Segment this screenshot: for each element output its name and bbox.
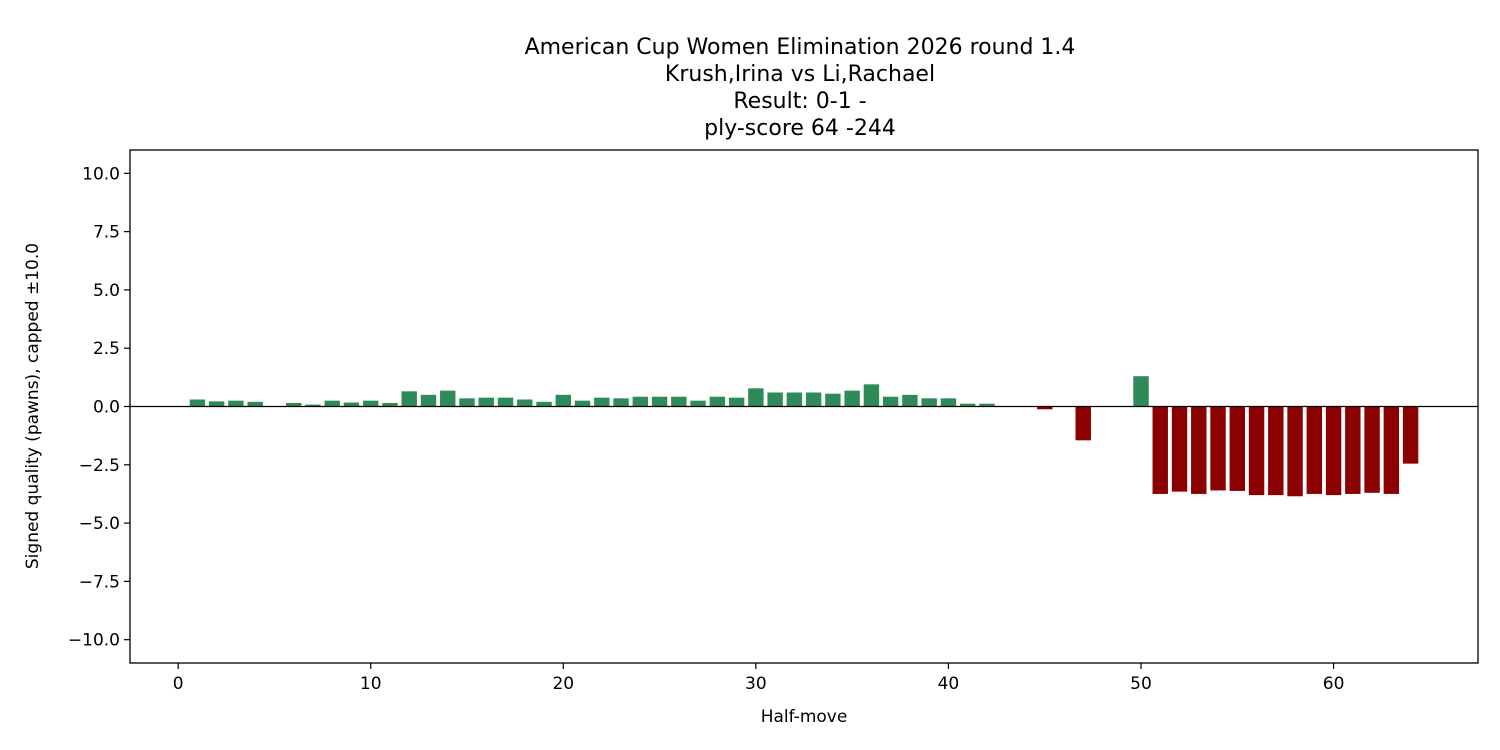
bar-halfmove-55 — [1229, 406, 1245, 491]
bar-halfmove-40 — [940, 398, 957, 407]
x-axis-label: Half-move — [761, 707, 848, 727]
bar-halfmove-32 — [786, 392, 803, 407]
bar-halfmove-19 — [536, 401, 552, 407]
bar-halfmove-51 — [1152, 406, 1168, 494]
bar-halfmove-63 — [1383, 406, 1400, 494]
bar-halfmove-37 — [882, 396, 899, 407]
bar-halfmove-1 — [189, 399, 206, 407]
bar-halfmove-64 — [1402, 406, 1419, 464]
bar-halfmove-31 — [767, 392, 783, 407]
bar-halfmove-45 — [1037, 406, 1053, 410]
bar-halfmove-6 — [285, 403, 302, 407]
bar-halfmove-54 — [1210, 406, 1226, 491]
bar-halfmove-21 — [574, 400, 591, 407]
bar-halfmove-15 — [459, 398, 475, 407]
bar-halfmove-25 — [651, 396, 668, 407]
x-axis-ticks: 0 10 20 30 40 50 60 — [173, 663, 1345, 694]
bar-halfmove-35 — [844, 390, 860, 407]
bar-halfmove-52 — [1171, 406, 1188, 492]
bar-halfmove-47 — [1075, 406, 1091, 441]
y-tick-label: −5.0 — [79, 514, 120, 534]
y-tick-label: 5.0 — [93, 281, 120, 301]
bar-halfmove-27 — [690, 400, 706, 407]
bar-halfmove-61 — [1345, 406, 1361, 494]
x-tick-label: 30 — [745, 674, 767, 694]
bar-halfmove-62 — [1364, 406, 1380, 493]
bar-halfmove-8 — [324, 400, 340, 407]
bar-halfmove-39 — [921, 398, 937, 407]
bar-halfmove-13 — [420, 394, 437, 407]
bar-halfmove-57 — [1268, 406, 1284, 496]
bar-halfmove-59 — [1306, 406, 1323, 494]
bar-halfmove-22 — [594, 397, 610, 407]
x-tick-label: 40 — [938, 674, 960, 694]
bar-halfmove-56 — [1248, 406, 1265, 496]
bar-halfmove-17 — [497, 397, 514, 407]
bar-halfmove-30 — [748, 388, 764, 407]
bar-halfmove-34 — [825, 393, 841, 407]
bar-halfmove-26 — [671, 396, 687, 407]
bar-halfmove-2 — [208, 401, 225, 407]
bar-halfmove-23 — [613, 398, 629, 407]
x-tick-label: 0 — [173, 674, 184, 694]
bar-halfmove-14 — [440, 390, 456, 407]
bar-halfmove-60 — [1325, 406, 1342, 496]
x-tick-label: 50 — [1130, 674, 1152, 694]
title-line-4: ply-score 64 -244 — [704, 116, 896, 141]
y-axis-label: Signed quality (pawns), capped ±10.0 — [23, 243, 43, 569]
y-tick-label: 2.5 — [93, 339, 120, 359]
y-axis-ticks: 10.0 7.5 5.0 2.5 0.0 −2.5 −5.0 −7.5 −10.0 — [68, 164, 130, 651]
y-tick-label: 0.0 — [93, 398, 120, 418]
bar-halfmove-10 — [363, 400, 379, 407]
bar-halfmove-36 — [863, 384, 880, 407]
bar-halfmove-58 — [1287, 406, 1303, 497]
bar-halfmove-7 — [305, 404, 321, 407]
bar-halfmove-38 — [902, 394, 918, 407]
bar-halfmove-4 — [247, 401, 263, 407]
bar-halfmove-16 — [478, 397, 494, 407]
y-tick-label: −2.5 — [79, 456, 120, 476]
bar-halfmove-29 — [728, 397, 745, 407]
title-line-3: Result: 0-1 - — [733, 89, 866, 114]
bar-halfmove-3 — [228, 400, 244, 407]
bar-halfmove-33 — [805, 392, 822, 407]
bar-halfmove-24 — [632, 396, 649, 407]
title-line-2: Krush,Irina vs Li,Rachael — [665, 62, 935, 87]
bar-series — [189, 376, 1419, 497]
bar-halfmove-41 — [959, 403, 976, 407]
bar-halfmove-18 — [517, 399, 533, 407]
x-tick-label: 20 — [552, 674, 574, 694]
bar-halfmove-12 — [401, 391, 417, 407]
bar-halfmove-53 — [1191, 406, 1207, 494]
bar-halfmove-20 — [555, 394, 571, 407]
y-tick-label: 7.5 — [93, 223, 120, 243]
y-tick-label: −7.5 — [79, 572, 120, 592]
title-line-1: American Cup Women Elimination 2026 roun… — [525, 35, 1076, 60]
chart-title: American Cup Women Elimination 2026 roun… — [525, 35, 1076, 141]
bar-halfmove-11 — [382, 403, 398, 407]
y-tick-label: −10.0 — [68, 631, 120, 651]
y-tick-label: 10.0 — [82, 164, 120, 184]
bar-halfmove-42 — [979, 403, 995, 407]
x-tick-label: 60 — [1323, 674, 1345, 694]
x-tick-label: 10 — [360, 674, 382, 694]
bar-halfmove-28 — [709, 396, 726, 407]
bar-halfmove-9 — [343, 402, 360, 407]
bar-halfmove-50 — [1133, 376, 1149, 407]
